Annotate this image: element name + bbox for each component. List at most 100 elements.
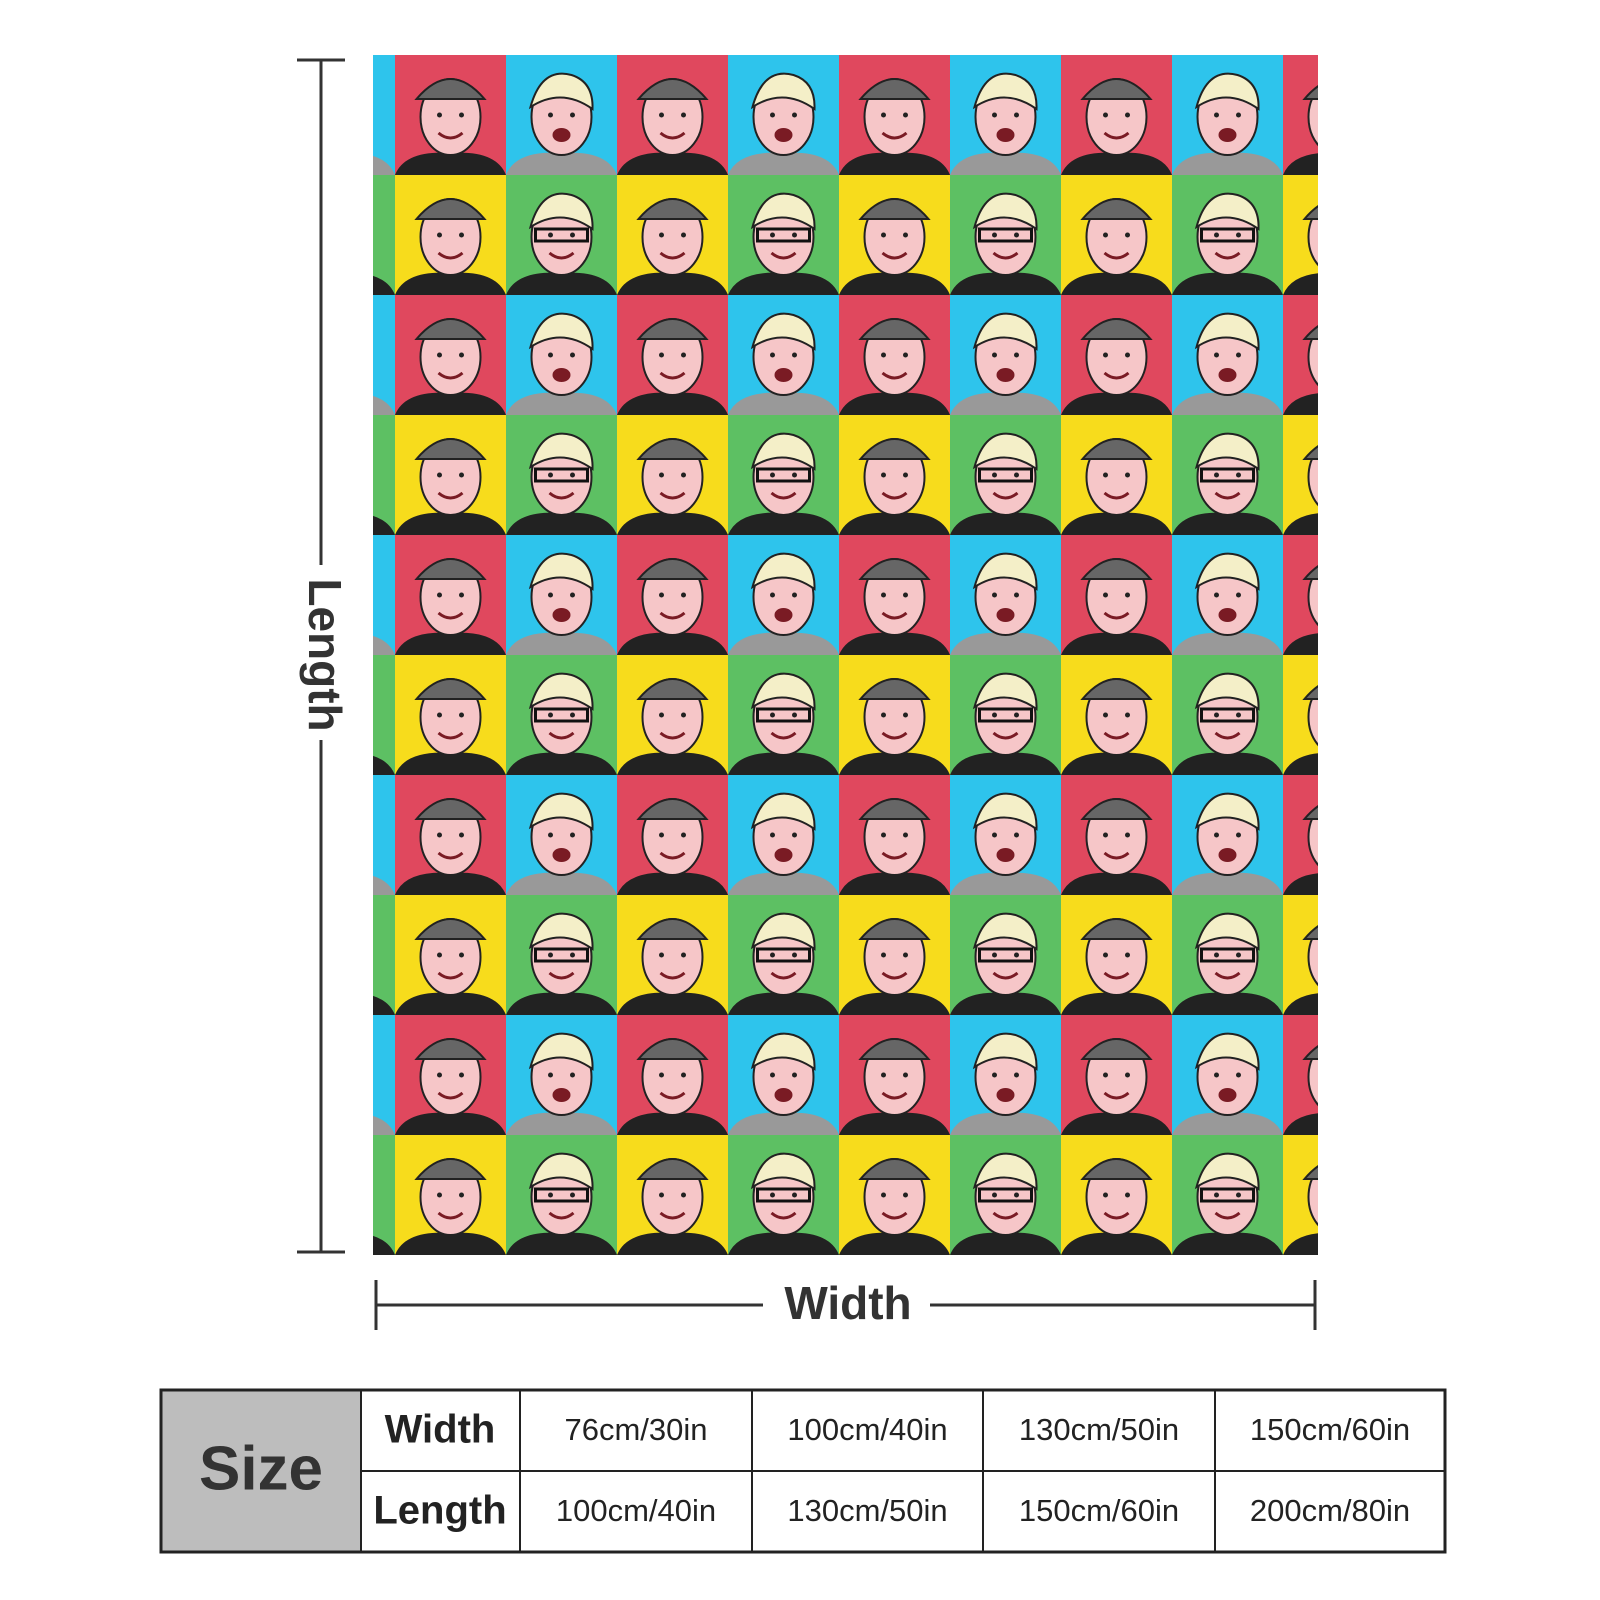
mouth (659, 971, 686, 980)
hair (1194, 192, 1260, 231)
size-value: 200cm/80in (1250, 1493, 1410, 1528)
eye (681, 112, 686, 118)
tile (950, 55, 1061, 175)
eye (659, 952, 664, 958)
eye (326, 233, 331, 238)
mouth (992, 491, 1019, 500)
eye (1014, 352, 1019, 358)
eye (1014, 1192, 1019, 1198)
mouth (659, 371, 686, 380)
eye (792, 952, 797, 958)
eye (992, 592, 997, 598)
body (839, 392, 950, 415)
eye (1214, 1192, 1219, 1198)
cap (1302, 925, 1318, 940)
hair (528, 912, 594, 951)
tile-bg (1283, 1015, 1318, 1135)
tile (395, 655, 506, 775)
hair (750, 1152, 816, 1191)
mouth (552, 1088, 571, 1102)
tile-bg (1283, 895, 1318, 1015)
eye (437, 592, 442, 598)
mouth (881, 251, 908, 260)
eye (1347, 1193, 1352, 1198)
glasses (1200, 467, 1255, 483)
mouth (659, 1091, 686, 1100)
tile (1283, 55, 1318, 175)
mouth (1218, 848, 1237, 862)
mouth (996, 1088, 1015, 1102)
size-cell (161, 1390, 361, 1552)
mouth (881, 1091, 908, 1100)
tile (617, 1135, 728, 1255)
tile (373, 415, 395, 535)
face (310, 319, 370, 395)
mouth (1103, 971, 1130, 980)
tile (617, 655, 728, 775)
body (617, 872, 728, 895)
hair (750, 792, 816, 831)
hair (1194, 432, 1260, 471)
eye (348, 113, 353, 118)
face (1307, 927, 1318, 987)
cap (1302, 205, 1318, 220)
eye (570, 232, 575, 238)
tile (728, 1015, 839, 1135)
mouth (548, 491, 575, 500)
face (310, 79, 370, 155)
eye (681, 592, 686, 598)
cap (636, 198, 709, 220)
tile (1283, 1015, 1318, 1135)
eye (548, 472, 553, 478)
tile-bg (373, 1135, 395, 1255)
tile-bg (1283, 655, 1318, 775)
eye (681, 232, 686, 238)
mouth (437, 851, 464, 860)
body (506, 632, 617, 655)
tile (728, 295, 839, 415)
eye (1325, 953, 1330, 958)
body (1283, 753, 1318, 775)
hair (528, 72, 594, 111)
tile (506, 175, 617, 295)
size-value: 130cm/50in (1019, 1412, 1179, 1447)
body (839, 872, 950, 895)
body (839, 1112, 950, 1135)
glasses (978, 467, 1033, 483)
hair (528, 192, 594, 231)
body (950, 992, 1061, 1015)
tile (1283, 295, 1318, 415)
tile (1172, 295, 1283, 415)
eye (348, 353, 353, 358)
mouth (1214, 971, 1241, 980)
eye (1325, 833, 1330, 838)
mouth (1327, 253, 1351, 258)
face (310, 199, 370, 275)
tile (1283, 535, 1352, 655)
face (1307, 807, 1318, 867)
glasses (534, 707, 589, 723)
eye (881, 712, 886, 718)
hair (528, 1032, 594, 1071)
tile (839, 1135, 950, 1255)
row-label: Length (373, 1489, 506, 1533)
mouth (328, 253, 352, 258)
eye (1236, 112, 1241, 118)
table-lines (360, 1390, 1445, 1552)
size-value: 76cm/30in (564, 1412, 707, 1447)
eye (459, 832, 464, 838)
tile (950, 175, 1061, 295)
glasses (756, 707, 811, 723)
body (1283, 873, 1318, 895)
body (728, 152, 839, 175)
hair (309, 1154, 371, 1189)
eye (1325, 713, 1330, 718)
tile (950, 295, 1061, 415)
body (395, 392, 506, 415)
size-value: 100cm/40in (556, 1493, 716, 1528)
eye (1347, 593, 1352, 598)
eye (1236, 592, 1241, 598)
mouth (1103, 1211, 1130, 1220)
length-label: Length (299, 578, 351, 731)
mouth (328, 1213, 352, 1218)
